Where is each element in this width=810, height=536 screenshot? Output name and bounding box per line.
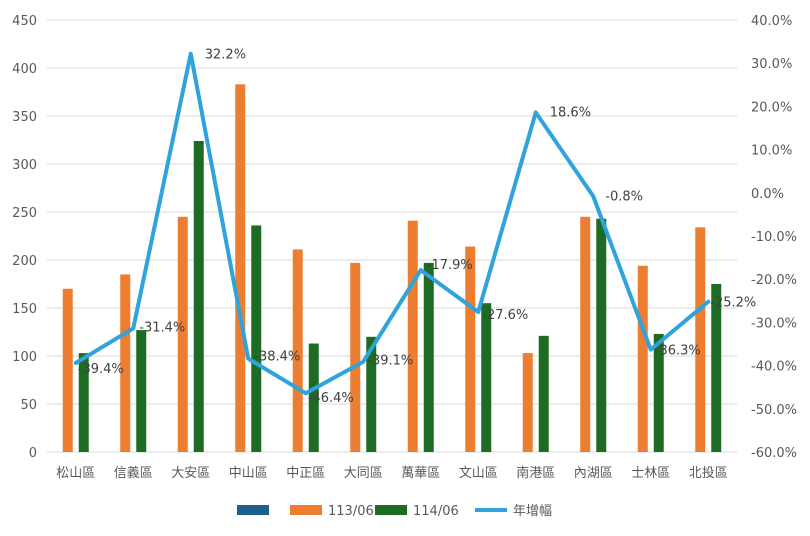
x-category-label: 大安區 xyxy=(171,466,210,481)
bar-series xyxy=(62,84,722,452)
growth-data-label: -36.3% xyxy=(655,344,701,359)
bar-113-06 xyxy=(62,288,73,452)
bar-113-06 xyxy=(120,274,131,452)
growth-line-series xyxy=(73,51,711,396)
y-right-tick-label: -30.0% xyxy=(751,316,797,331)
legend-swatch xyxy=(375,505,407,515)
growth-line-point xyxy=(420,269,422,271)
bar-114-06 xyxy=(78,353,89,452)
y-right-tick-label: 20.0% xyxy=(751,100,792,115)
x-category-label: 中山區 xyxy=(229,466,268,481)
y-right-tick-label: 0.0% xyxy=(751,187,784,202)
x-category-label: 文山區 xyxy=(459,466,498,481)
bar-114-06 xyxy=(423,262,434,452)
bar-114-06 xyxy=(366,336,377,452)
bar-113-06 xyxy=(695,227,706,452)
growth-data-label: -39.4% xyxy=(78,362,124,377)
legend-swatch xyxy=(237,505,269,515)
axes: 050100150200250300350400450-60.0%-50.0%-… xyxy=(12,14,797,481)
growth-line-point xyxy=(362,361,364,363)
growth-line-point xyxy=(707,301,709,303)
y-left-tick-label: 100 xyxy=(12,350,37,365)
data-labels: -39.4% -31.4% 32.2% -38.4% -46.4% -39.1% -17.9… xyxy=(78,48,757,407)
growth-data-label: -46.4% xyxy=(308,391,354,406)
gridlines xyxy=(47,19,737,453)
x-category-label: 北投區 xyxy=(689,465,728,481)
growth-data-label: -31.4% xyxy=(139,320,185,335)
growth-line-point xyxy=(305,392,307,394)
growth-data-label: -0.8% xyxy=(605,189,643,204)
bar-114-06 xyxy=(136,330,147,452)
bar-114-06 xyxy=(481,303,492,452)
bar-114-06 xyxy=(653,333,664,452)
growth-line-point xyxy=(247,358,249,360)
legend-label: 113/06 xyxy=(328,504,374,519)
bar-114-06 xyxy=(251,225,262,452)
growth-line-point xyxy=(132,327,134,329)
growth-data-label: -17.9% xyxy=(427,258,473,273)
bar-114-06 xyxy=(538,335,549,452)
bar-114-06 xyxy=(596,218,607,452)
growth-line-point xyxy=(535,111,537,113)
growth-data-label: -25.2% xyxy=(710,296,756,311)
x-category-label: 信義區 xyxy=(114,465,153,481)
y-left-tick-label: 50 xyxy=(20,398,37,413)
bar-114-06 xyxy=(308,343,319,452)
y-right-tick-label: -60.0% xyxy=(751,446,797,461)
y-right-tick-label: -50.0% xyxy=(751,403,797,418)
growth-data-label: -39.1% xyxy=(367,354,413,369)
growth-data-label: 32.2% xyxy=(205,48,246,63)
growth-line-point xyxy=(477,311,479,313)
bar-114-06 xyxy=(193,140,204,452)
growth-data-label: -27.6% xyxy=(482,308,528,323)
growth-line-point xyxy=(75,362,77,364)
growth-line xyxy=(73,51,711,396)
y-left-tick-label: 450 xyxy=(12,14,37,29)
bar-113-06 xyxy=(350,262,361,452)
y-right-tick-label: -20.0% xyxy=(751,273,797,288)
legend-swatch xyxy=(290,505,322,515)
growth-data-label: -38.4% xyxy=(254,350,300,365)
bar-113-06 xyxy=(637,265,648,452)
y-right-tick-label: 30.0% xyxy=(751,57,792,72)
legend-label: 年增幅 xyxy=(513,504,552,519)
y-left-tick-label: 150 xyxy=(12,302,37,317)
y-right-tick-label: 10.0% xyxy=(751,144,792,159)
bar-113-06 xyxy=(465,246,476,452)
x-category-label: 內湖區 xyxy=(574,466,613,481)
bar-113-06 xyxy=(235,84,246,452)
growth-line-point xyxy=(650,349,652,351)
growth-data-label: 18.6% xyxy=(550,105,591,120)
y-left-tick-label: 0 xyxy=(29,446,37,461)
growth-line-point xyxy=(592,195,594,197)
x-category-label: 大同區 xyxy=(344,466,383,481)
x-category-label: 南港區 xyxy=(516,465,555,481)
x-category-label: 萬華區 xyxy=(401,466,440,481)
legend-label: 114/06 xyxy=(413,504,459,519)
x-category-label: 松山區 xyxy=(56,466,95,481)
bar-113-06 xyxy=(522,353,533,452)
y-right-tick-label: 40.0% xyxy=(751,14,792,29)
y-left-tick-label: 250 xyxy=(12,206,37,221)
x-category-label: 士林區 xyxy=(631,466,670,481)
bar-113-06 xyxy=(580,216,591,452)
bar-113-06 xyxy=(292,249,303,452)
y-left-tick-label: 300 xyxy=(12,158,37,173)
y-right-tick-label: -40.0% xyxy=(751,360,797,375)
growth-line-point xyxy=(190,53,192,55)
bar-114-06 xyxy=(711,284,722,452)
x-category-label: 中正區 xyxy=(286,466,325,481)
bar-113-06 xyxy=(177,216,188,452)
y-left-tick-label: 400 xyxy=(12,62,37,77)
bar-113-06 xyxy=(407,220,418,452)
y-left-tick-label: 350 xyxy=(12,110,37,125)
y-left-tick-label: 200 xyxy=(12,254,37,269)
y-right-tick-label: -10.0% xyxy=(751,230,797,245)
legend: 113/06 114/06 年增幅 xyxy=(237,504,552,519)
